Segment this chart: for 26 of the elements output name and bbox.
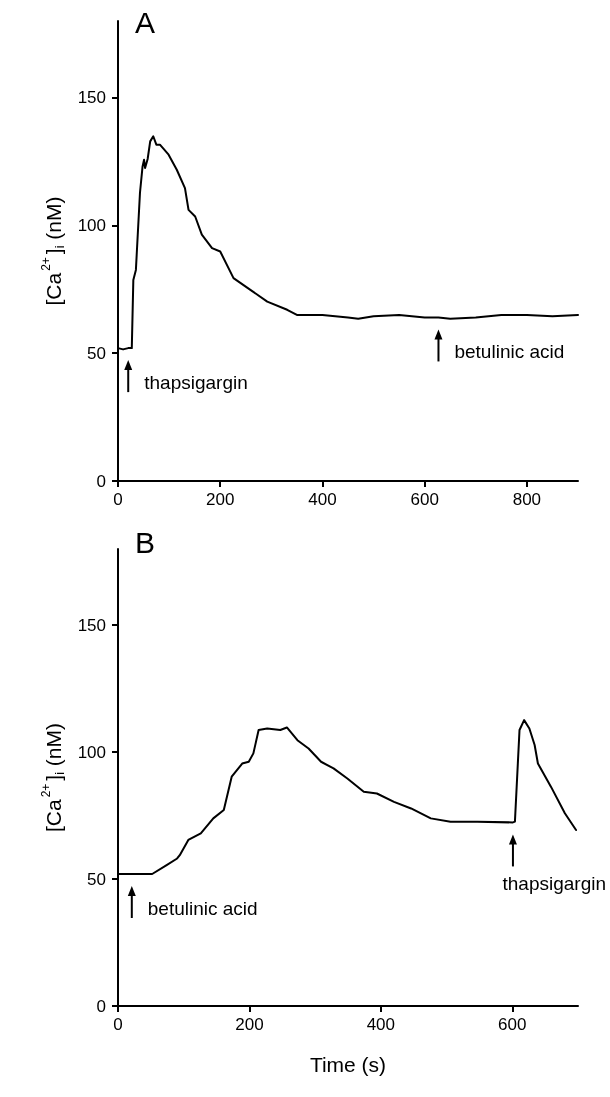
x-tick-label: 600 (498, 1015, 527, 1034)
y-tick-label: 150 (77, 88, 106, 108)
annotation: betulinic acid (454, 341, 565, 363)
x-tick-label: 400 (308, 490, 337, 509)
y-tick-label: 50 (87, 343, 106, 363)
y-tick-label: 150 (77, 615, 106, 635)
x-tick-label: 0 (113, 1015, 123, 1034)
annotation: betulinic acid (147, 897, 258, 919)
x-tick-label: 800 (512, 490, 542, 509)
y-tick-label: 100 (77, 215, 106, 235)
chart-title: B (135, 525, 156, 559)
annotation: thapsigargin (502, 873, 606, 895)
x-tick-label: 200 (235, 1015, 264, 1034)
chart-title: A (135, 5, 156, 39)
x-tick-label: 0 (113, 490, 123, 509)
y-axis-title: [Ca2+]i (nM) (39, 722, 67, 833)
y-tick-label: 100 (77, 742, 106, 762)
x-tick-label: 200 (206, 490, 235, 509)
y-tick-label: 0 (96, 471, 106, 491)
x-axis-title: Time (s) (309, 1053, 387, 1076)
annotation: thapsigargin (144, 372, 248, 394)
y-tick-label: 50 (87, 869, 106, 889)
y-axis-title: [Ca2+]i (nM) (39, 196, 67, 306)
y-tick-label: 0 (96, 996, 106, 1016)
x-tick-label: 600 (410, 490, 439, 509)
x-tick-label: 400 (366, 1015, 396, 1034)
